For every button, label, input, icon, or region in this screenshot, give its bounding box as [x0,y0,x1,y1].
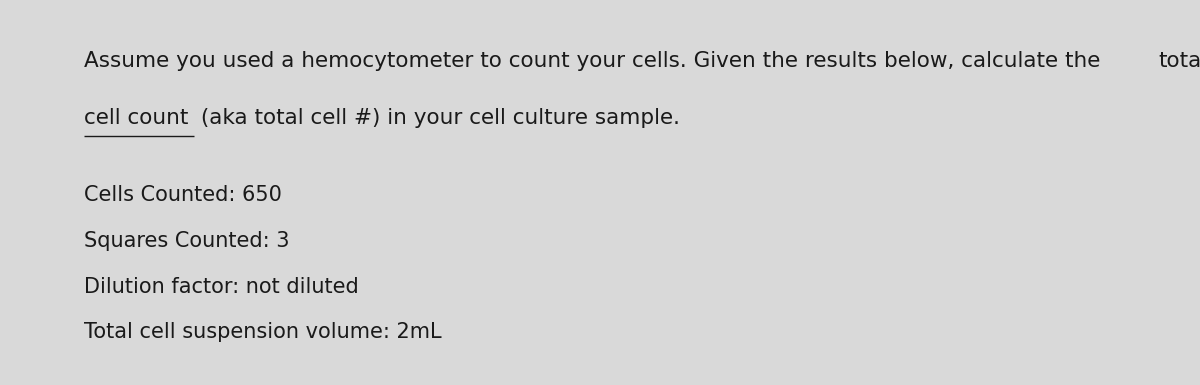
Text: Squares Counted: 3: Squares Counted: 3 [84,231,290,251]
Text: Dilution factor: not diluted: Dilution factor: not diluted [84,276,359,296]
Text: (aka total cell #) in your cell culture sample.: (aka total cell #) in your cell culture … [194,109,680,129]
Text: Cells Counted: 650: Cells Counted: 650 [84,185,282,205]
Text: cell count: cell count [84,109,188,129]
Text: Assume you used a hemocytometer to count your cells. Given the results below, ca: Assume you used a hemocytometer to count… [84,51,1108,71]
Text: total: total [1158,51,1200,71]
Text: Total cell suspension volume: 2mL: Total cell suspension volume: 2mL [84,323,442,342]
